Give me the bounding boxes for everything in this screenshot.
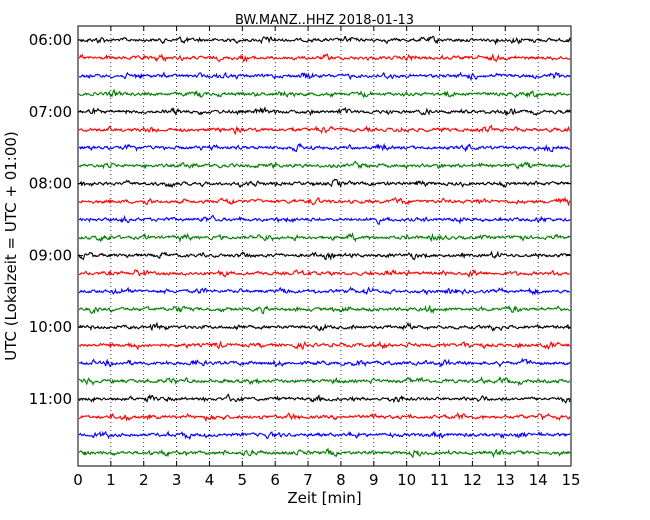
trace-0645 (78, 88, 571, 99)
trace-0815 (78, 196, 571, 207)
x-tick-label: 4 (205, 471, 215, 489)
x-tick-label: 12 (463, 471, 482, 489)
x-tick-label: 11 (430, 471, 449, 489)
x-tick-label: 7 (303, 471, 313, 489)
x-tick-label: 6 (270, 471, 280, 489)
trace-0945 (78, 304, 571, 315)
chart-title: BW.MANZ..HHZ 2018-01-13 (235, 13, 414, 28)
trace-0615 (78, 53, 571, 63)
x-tick-label: 3 (172, 471, 182, 489)
trace-1015 (78, 340, 571, 351)
traces (78, 35, 571, 459)
x-tick-label: 5 (238, 471, 248, 489)
trace-1130 (78, 430, 571, 441)
y-axis-label: UTC (Lokalzeit = UTC + 01:00) (2, 131, 20, 361)
trace-0745 (78, 160, 571, 171)
y-tick-label: 06:00 (29, 31, 72, 49)
trace-0900 (78, 250, 571, 261)
x-tick-label: 8 (336, 471, 346, 489)
y-tick-label: 07:00 (29, 103, 72, 121)
x-tick-label: 2 (139, 471, 149, 489)
y-tick-label: 09:00 (29, 246, 72, 264)
trace-0830 (78, 214, 571, 225)
x-tick-label: 14 (529, 471, 548, 489)
plot-frame (77, 25, 572, 467)
trace-0630 (78, 71, 571, 82)
x-axis-label: Zeit [min] (287, 489, 361, 507)
trace-0800 (78, 178, 571, 189)
trace-1030 (78, 357, 571, 368)
x-tick-label: 13 (496, 471, 515, 489)
y-axis-ticks: 06:00 07:00 08:00 09:00 10:00 11:00 (29, 31, 571, 408)
trace-1045 (78, 376, 571, 387)
x-tick-label: 1 (106, 471, 116, 489)
trace-0930 (78, 286, 571, 296)
x-tick-label: 0 (73, 471, 83, 489)
trace-0715 (78, 124, 571, 135)
trace-0600 (78, 35, 571, 46)
trace-1100 (78, 393, 571, 404)
y-tick-label: 11:00 (29, 390, 72, 408)
trace-1145 (78, 447, 571, 459)
x-tick-label: 10 (397, 471, 416, 489)
y-tick-label: 08:00 (29, 175, 72, 193)
trace-0915 (78, 268, 571, 279)
y-tick-label: 10:00 (29, 318, 72, 336)
x-axis-ticks: 0 1 2 3 4 5 6 7 8 9 10 11 12 13 14 15 (73, 26, 581, 489)
grid-lines (110, 26, 539, 466)
trace-1115 (78, 411, 571, 422)
trace-0730 (78, 142, 571, 153)
trace-0700 (78, 106, 571, 117)
trace-1000 (78, 321, 571, 332)
x-tick-label: 15 (561, 471, 580, 489)
trace-0845 (78, 231, 571, 244)
x-tick-label: 9 (369, 471, 379, 489)
